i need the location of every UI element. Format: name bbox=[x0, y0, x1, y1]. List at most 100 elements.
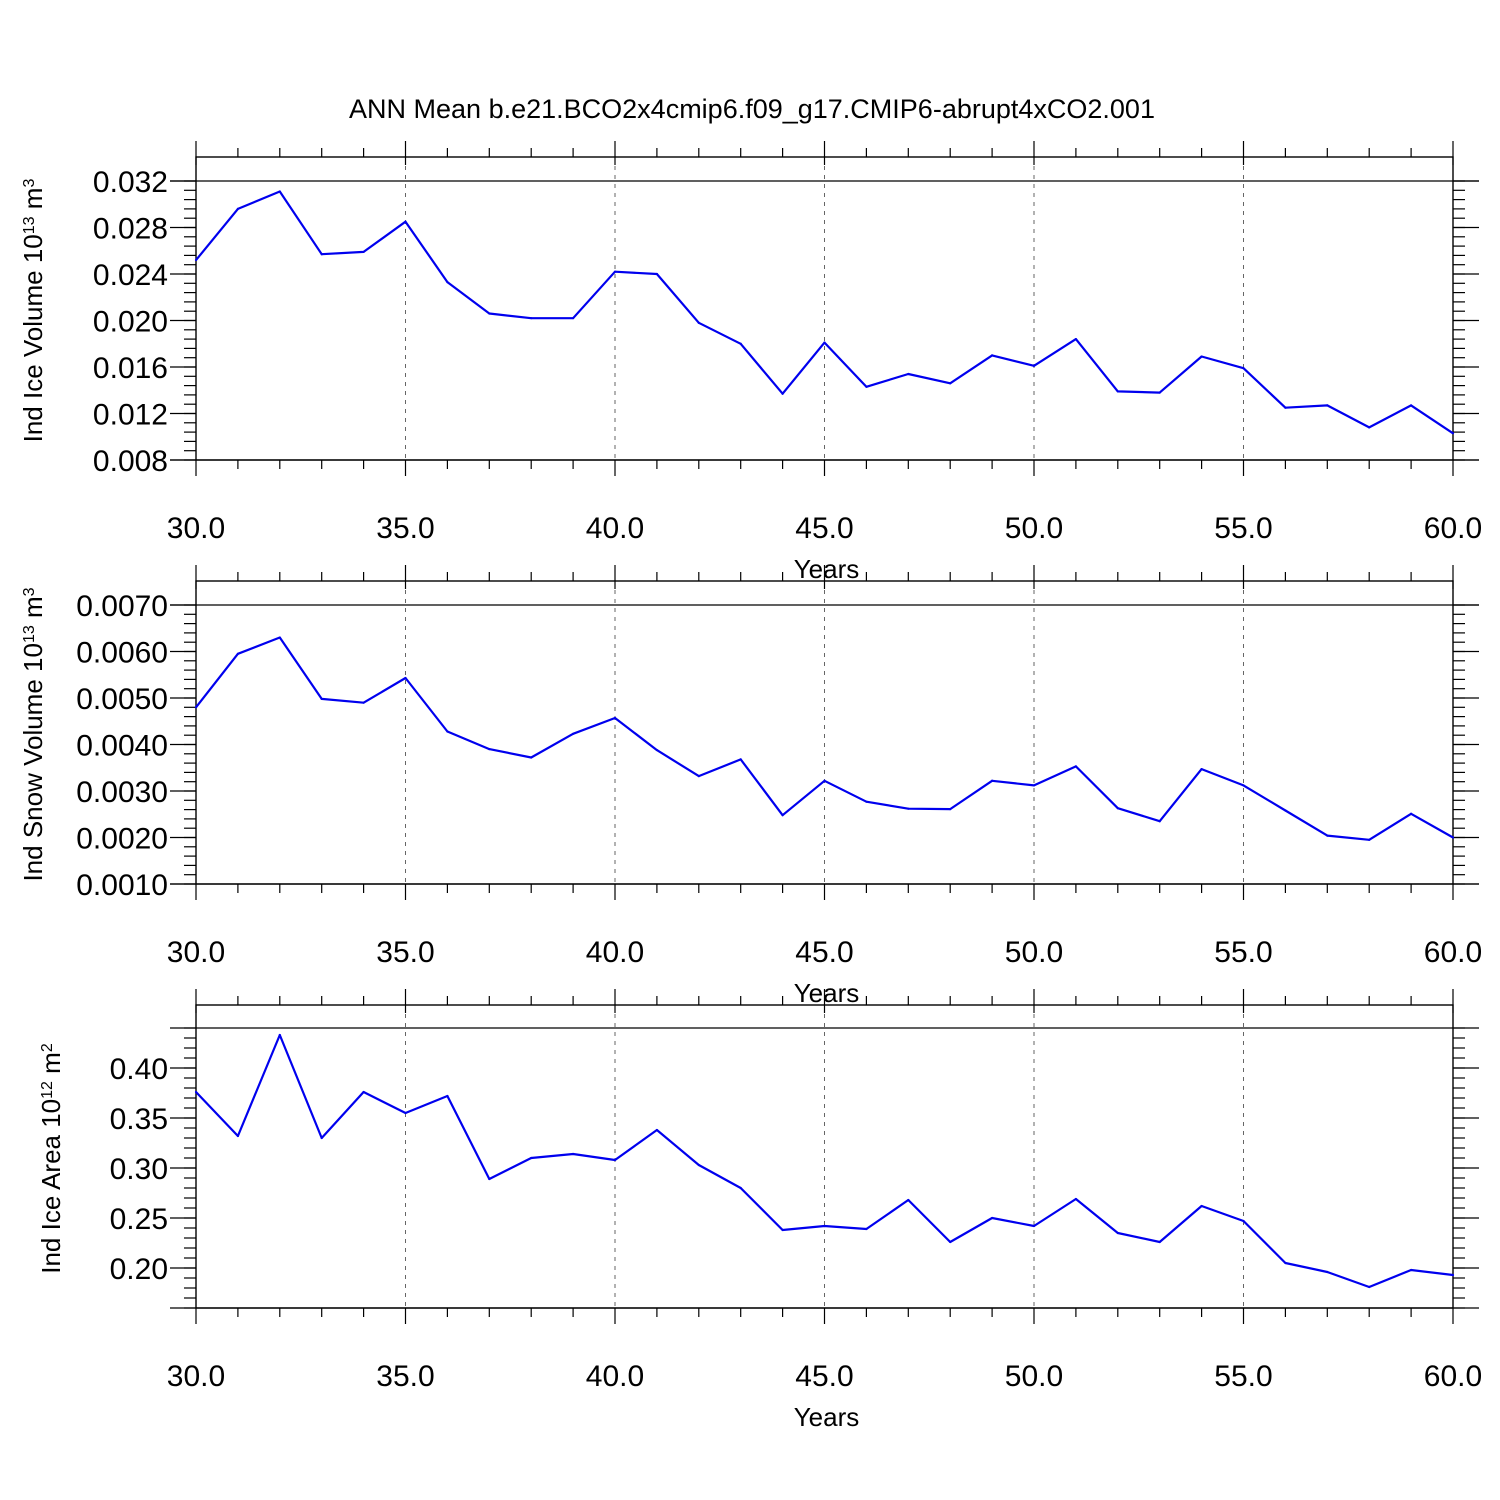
y-tick-label: 0.0040 bbox=[76, 730, 168, 763]
data-point bbox=[1326, 404, 1329, 407]
data-point bbox=[1284, 1261, 1287, 1265]
data-point bbox=[613, 716, 617, 720]
data-point bbox=[194, 1090, 198, 1094]
data-point bbox=[446, 281, 449, 284]
y-tick-label: 0.008 bbox=[93, 445, 168, 478]
data-point bbox=[907, 807, 910, 810]
data-point bbox=[1410, 1268, 1413, 1272]
data-point bbox=[1074, 338, 1077, 341]
y-tick-label: 0.016 bbox=[93, 352, 168, 385]
data-point bbox=[446, 1094, 449, 1098]
data-point bbox=[781, 392, 784, 395]
data-point bbox=[613, 270, 617, 273]
y-tick-label: 0.024 bbox=[93, 259, 168, 292]
panel-ice-volume: 30.0 35.0 40.0 45.0 50.0 55.0 60.0 0.008 0.012 0.… bbox=[18, 141, 1482, 584]
y-axis-unit-base: 10 bbox=[18, 643, 48, 679]
x-tick-label: 55.0 bbox=[1214, 936, 1272, 969]
data-point bbox=[1242, 1219, 1245, 1223]
y-tick-label: 0.25 bbox=[110, 1203, 168, 1236]
data-point bbox=[1116, 390, 1119, 393]
x-axis-label: Years bbox=[794, 978, 860, 1008]
data-point bbox=[488, 748, 491, 751]
data-point bbox=[697, 1163, 700, 1167]
data-point bbox=[865, 385, 868, 388]
data-point bbox=[278, 1033, 281, 1037]
data-point bbox=[613, 1158, 617, 1162]
data-point bbox=[1032, 784, 1036, 787]
y-axis-unit-exponent: 13 bbox=[21, 216, 38, 234]
data-point bbox=[1451, 1273, 1455, 1277]
y-tick-label: 0.40 bbox=[110, 1053, 168, 1086]
data-point bbox=[739, 1186, 742, 1190]
panel-snow-volume: 30.0 35.0 40.0 45.0 50.0 55.0 60.0 0.0010 0.0020… bbox=[18, 565, 1482, 1008]
x-tick-label: 60.0 bbox=[1424, 936, 1482, 969]
data-point bbox=[278, 636, 281, 639]
x-tick-label: 35.0 bbox=[376, 512, 434, 545]
y-tick-label: 0.0010 bbox=[76, 869, 168, 902]
x-tick-label: 45.0 bbox=[795, 512, 853, 545]
data-point bbox=[1242, 367, 1245, 370]
data-point bbox=[278, 190, 281, 193]
data-point bbox=[949, 382, 952, 385]
x-tick-label: 30.0 bbox=[167, 1360, 225, 1393]
data-point bbox=[1451, 432, 1455, 435]
data-point bbox=[823, 1224, 826, 1228]
y-axis-label: Ind Ice Volume 1013 m3 bbox=[18, 179, 48, 443]
y-tick-label: 0.0030 bbox=[76, 776, 168, 809]
data-point bbox=[236, 652, 239, 655]
x-tick-label: 30.0 bbox=[167, 512, 225, 545]
y-tick-label: 0.30 bbox=[110, 1153, 168, 1186]
data-point bbox=[488, 1177, 491, 1181]
data-point bbox=[320, 697, 323, 701]
data-point bbox=[865, 800, 868, 803]
y-tick-label: 0.20 bbox=[110, 1253, 168, 1286]
data-point bbox=[236, 207, 239, 210]
x-tick-label: 50.0 bbox=[1005, 1360, 1063, 1393]
y-tick-label: 0.35 bbox=[110, 1103, 168, 1136]
data-point bbox=[1410, 404, 1413, 407]
data-point bbox=[1116, 1231, 1119, 1235]
data-point bbox=[362, 701, 365, 704]
data-point bbox=[1158, 391, 1161, 394]
data-point bbox=[404, 676, 407, 680]
y-axis-unit-exponent: 2 bbox=[39, 1043, 56, 1052]
y-axis-label-name: Ind Snow Volume bbox=[18, 679, 48, 881]
data-point bbox=[1326, 834, 1329, 837]
y-axis-unit-base: 10 bbox=[18, 234, 48, 270]
x-tick-label: 55.0 bbox=[1214, 1360, 1272, 1393]
y-axis-unit-exponent: 12 bbox=[39, 1081, 56, 1099]
y-axis-unit-exponent: 3 bbox=[21, 179, 38, 188]
data-point bbox=[572, 317, 575, 320]
chart-title: ANN Mean b.e21.BCO2x4cmip6.f09_g17.CMIP6… bbox=[349, 94, 1155, 124]
x-tick-label: 40.0 bbox=[586, 512, 644, 545]
y-axis-unit-exponent: 3 bbox=[21, 587, 38, 596]
data-point bbox=[781, 1228, 784, 1232]
data-point bbox=[949, 1240, 952, 1244]
x-tick-label: 40.0 bbox=[586, 1360, 644, 1393]
y-tick-label: 0.012 bbox=[93, 399, 168, 432]
data-point bbox=[1410, 812, 1413, 815]
data-point bbox=[697, 775, 700, 778]
y-axis-label: Ind Ice Area 1012 m2 bbox=[36, 1043, 66, 1274]
data-point bbox=[194, 706, 198, 709]
y-axis-label-name: Ind Ice Volume bbox=[18, 270, 48, 442]
data-point bbox=[404, 1111, 407, 1115]
data-point bbox=[991, 1216, 994, 1220]
x-tick-label: 60.0 bbox=[1424, 512, 1482, 545]
data-point bbox=[1368, 426, 1371, 429]
data-point bbox=[991, 354, 994, 357]
data-point bbox=[865, 1227, 868, 1231]
data-point bbox=[1116, 807, 1119, 810]
data-point bbox=[236, 1134, 239, 1138]
data-point bbox=[194, 258, 198, 262]
y-axis-unit: m bbox=[36, 1052, 66, 1081]
data-point bbox=[1200, 768, 1203, 771]
x-tick-label: 40.0 bbox=[586, 936, 644, 969]
data-point bbox=[655, 748, 659, 752]
data-point bbox=[697, 321, 700, 324]
x-tick-label: 35.0 bbox=[376, 936, 434, 969]
data-point bbox=[739, 758, 742, 761]
panel-ice-area: 30.0 35.0 40.0 45.0 50.0 55.0 60.0 0.20 0.25 0.30… bbox=[36, 989, 1482, 1432]
y-tick-label: 0.0050 bbox=[76, 683, 168, 716]
